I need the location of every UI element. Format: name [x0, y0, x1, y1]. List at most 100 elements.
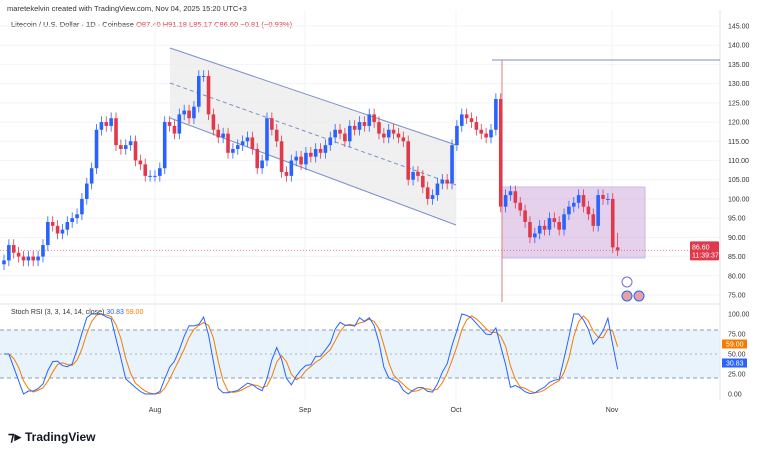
rsi-tick-label: 50.00: [728, 352, 746, 359]
candle-body: [7, 245, 11, 261]
time-tick-label: Nov: [606, 407, 619, 414]
candle-body: [552, 218, 557, 222]
candle-body: [367, 114, 372, 126]
candle-body: [464, 114, 469, 119]
candle-body: [328, 137, 333, 146]
candle-body: [123, 145, 128, 149]
candle-body: [197, 75, 201, 107]
candle-body: [596, 195, 600, 226]
candle-body: [377, 122, 381, 134]
price-tick-label: 105.00: [728, 177, 750, 184]
candle-body: [484, 133, 488, 138]
candle-body: [133, 141, 138, 161]
rsi-d-legend: 59.00: [125, 309, 144, 316]
high-value: H91.18: [162, 20, 187, 29]
candle-body: [31, 256, 36, 261]
candle-body: [508, 191, 513, 196]
price-tick-label: 135.00: [728, 62, 750, 69]
price-tick-label: 80.00: [728, 273, 746, 280]
candle-body: [128, 141, 133, 146]
candle-body: [50, 221, 55, 226]
candle-body: [343, 133, 347, 142]
rsi-tick-label: 0.00: [728, 392, 742, 399]
channel-fill: [170, 48, 456, 225]
candle-body: [182, 110, 186, 115]
symbol-legend: Litecoin / U.S. Dollar · 1D · Coinbase O…: [11, 20, 292, 29]
time-tick-label: Aug: [149, 407, 162, 414]
candle-body: [396, 133, 401, 138]
price-tick-label: 110.00: [728, 158, 749, 165]
price-tick-label: 95.00: [728, 216, 746, 223]
candle-body: [279, 141, 284, 173]
candle-body: [206, 75, 211, 115]
candle-body: [435, 183, 440, 196]
candle-body: [362, 122, 367, 126]
candle-body: [148, 175, 152, 177]
candle-body: [84, 183, 89, 199]
candle-body: [172, 125, 177, 134]
candle-body: [576, 195, 581, 203]
candle-body: [567, 206, 571, 215]
rsi-d-label-bg: [722, 339, 747, 349]
candle-body: [562, 214, 566, 230]
us-flag-event-icon: [621, 290, 633, 302]
candle-body: [479, 129, 484, 134]
candle-body: [421, 175, 425, 188]
candle-body: [474, 122, 479, 130]
candle-body: [284, 172, 289, 176]
price-tick-label: 140.00: [728, 43, 750, 50]
candle-body: [338, 129, 342, 134]
candle-body: [65, 221, 70, 230]
stoch-d-line: [4, 313, 619, 395]
symbol-name[interactable]: Litecoin / U.S. Dollar · 1D · Coinbase: [11, 20, 134, 29]
candle-body: [615, 247, 620, 251]
candle-body: [21, 256, 26, 261]
candle-body: [226, 133, 230, 153]
logo-text: TradingView: [25, 430, 96, 444]
candle-body: [494, 99, 498, 130]
rsi-tick-label: 75.00: [728, 332, 746, 339]
candle-body: [221, 133, 225, 138]
candle-body: [138, 160, 143, 165]
candle-body: [513, 191, 518, 203]
price-tick-label: 75.00: [728, 293, 746, 300]
candle-body: [114, 118, 118, 146]
candle-body: [425, 187, 430, 199]
candle-body: [46, 221, 50, 246]
tradingview-logo: ⁊▸ TradingView: [8, 429, 95, 445]
candle-body: [2, 260, 6, 265]
rsi-title[interactable]: Stoch RSI (3, 3, 14, 14, close): [11, 309, 105, 316]
candle-body: [289, 160, 294, 176]
candle-body: [60, 229, 65, 234]
candle-body: [265, 118, 269, 161]
candle-body: [80, 198, 84, 215]
candle-body: [235, 145, 240, 149]
close-value: C86.60: [214, 20, 239, 29]
candle-body: [586, 206, 591, 215]
tv-logo-icon: ⁊▸: [8, 429, 21, 444]
candle-body: [382, 133, 386, 138]
candle-body: [352, 125, 357, 130]
candle-body: [26, 256, 31, 261]
candle-body: [55, 225, 60, 234]
candle-body: [323, 145, 328, 153]
candle-body: [299, 156, 303, 165]
candle-body: [406, 141, 411, 180]
candle-body: [260, 160, 264, 169]
candle-body: [158, 168, 162, 176]
open-value: O87.40: [136, 20, 161, 29]
candle-body: [469, 118, 474, 123]
price-tick-label: 100.00: [728, 196, 750, 203]
candle-body: [89, 168, 94, 184]
price-tick-label: 85.00: [728, 254, 746, 261]
candle-body: [445, 179, 449, 184]
rsi-d-label: 59.00: [726, 342, 744, 349]
channel-upper-line: [169, 47, 457, 146]
rsi-legend: Stoch RSI (3, 3, 14, 14, close) 30.83 59…: [11, 309, 143, 316]
candle-body: [304, 152, 308, 165]
candle-body: [162, 122, 167, 169]
candle-body: [177, 114, 182, 134]
candle-body: [391, 129, 396, 134]
candle-body: [430, 195, 435, 199]
